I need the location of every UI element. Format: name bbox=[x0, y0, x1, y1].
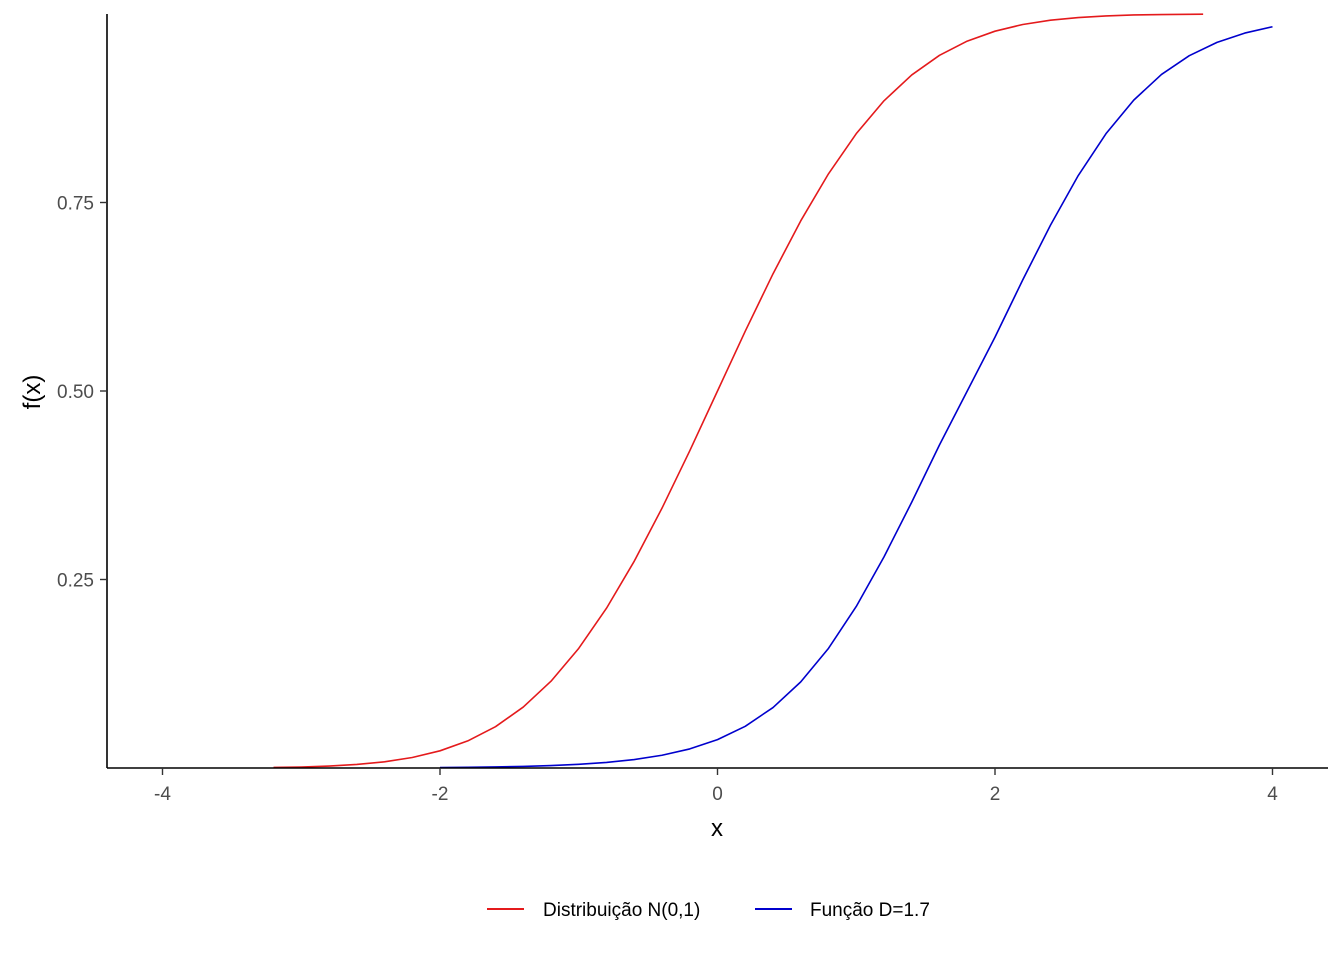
y-tick-label: 0.25 bbox=[57, 571, 94, 592]
x-axis-title: x bbox=[711, 815, 723, 842]
series-line-normal bbox=[273, 13, 1204, 769]
y-axis-ticks: 0.25 0.50 0.75 bbox=[57, 194, 107, 592]
x-tick-label: -2 bbox=[432, 784, 449, 805]
y-tick-label: 0.75 bbox=[57, 194, 94, 215]
y-axis-title: f(x) bbox=[19, 375, 46, 410]
legend-label-logistic: Função D=1.7 bbox=[810, 900, 930, 921]
y-tick-label: 0.50 bbox=[57, 382, 94, 403]
x-axis-ticks: -4 -2 0 2 4 bbox=[154, 768, 1278, 805]
x-tick-label: 0 bbox=[712, 784, 723, 805]
x-tick-label: 4 bbox=[1267, 784, 1278, 805]
series-line-logistic bbox=[439, 25, 1273, 769]
x-tick-label: -4 bbox=[154, 784, 171, 805]
plot-area: -4 -2 0 2 4 0.25 0.50 0.75 bbox=[57, 13, 1328, 805]
legend: Distribuição N(0,1) Função D=1.7 bbox=[487, 900, 930, 921]
series-layer bbox=[273, 13, 1273, 769]
x-tick-label: 2 bbox=[990, 784, 1001, 805]
legend-label-normal: Distribuição N(0,1) bbox=[543, 900, 700, 921]
